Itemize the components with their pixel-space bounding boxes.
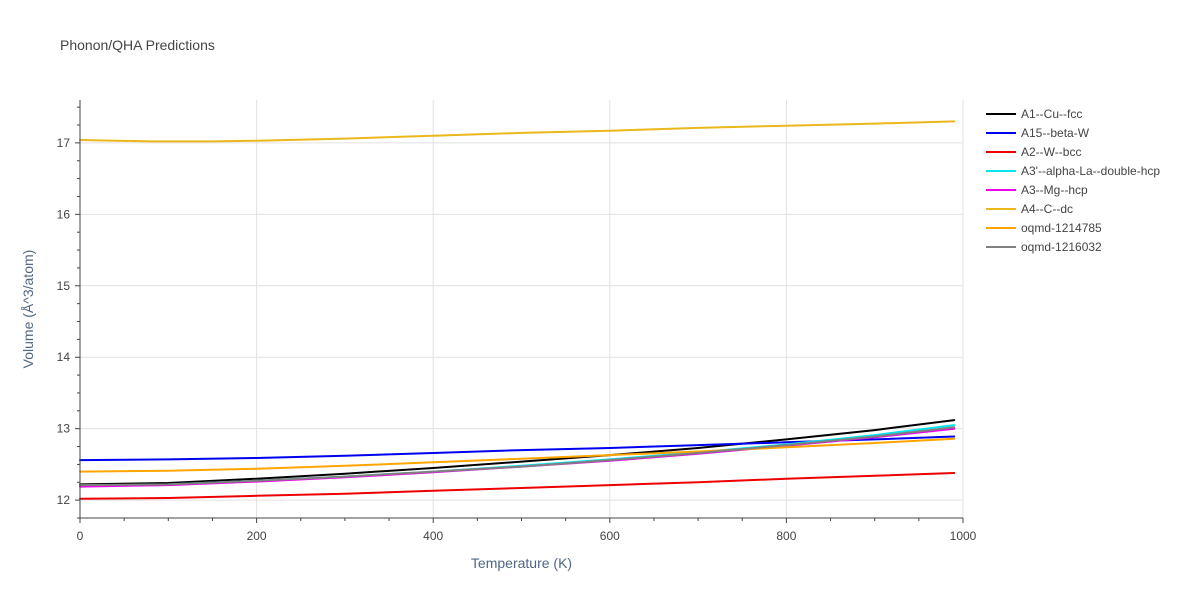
series-line-6: [79, 437, 956, 473]
legend-label: oqmd-1214785: [1021, 221, 1102, 235]
x-tick-label: 400: [423, 529, 443, 543]
series-line-5: [79, 120, 956, 143]
legend-label: A2--W--bcc: [1021, 145, 1081, 159]
legend-label: A3'--alpha-La--double-hcp: [1021, 164, 1160, 178]
series-line-0: [79, 419, 956, 486]
series-line-7: [79, 426, 956, 487]
y-tick-label: 12: [57, 493, 71, 507]
y-tick-label: 14: [57, 350, 71, 364]
legend-label: A15--beta-W: [1021, 126, 1090, 140]
y-tick-label: 17: [57, 136, 71, 150]
x-ticks: 0 200 400 600 800 1000: [77, 518, 977, 543]
x-tick-label: 600: [600, 529, 620, 543]
series-line-2: [79, 472, 956, 500]
x-tick-label: 200: [247, 529, 267, 543]
legend-label: oqmd-1216032: [1021, 240, 1102, 254]
grid: [80, 100, 964, 518]
legend-label: A1--Cu--fcc: [1021, 107, 1082, 121]
x-axis-title: Temperature (K): [471, 555, 572, 571]
legend-item[interactable]: A3--Mg--hcp: [986, 183, 1088, 197]
chart-title: Phonon/QHA Predictions: [60, 37, 215, 53]
y-tick-label: 15: [57, 279, 71, 293]
y-ticks: 12 13 14 15 16 17: [57, 106, 80, 519]
legend[interactable]: A1--Cu--fcc A15--beta-W A2--W--bcc A3'--alp…: [986, 107, 1160, 254]
y-axis-title: Volume (Å^3/atom): [20, 250, 36, 369]
x-tick-label: 1000: [950, 529, 977, 543]
x-tick-label: 0: [77, 529, 84, 543]
legend-item[interactable]: A3'--alpha-La--double-hcp: [986, 164, 1160, 178]
axes: [79, 100, 963, 519]
legend-item[interactable]: oqmd-1216032: [986, 240, 1102, 254]
legend-item[interactable]: A2--W--bcc: [986, 145, 1081, 159]
legend-item[interactable]: A15--beta-W: [986, 126, 1090, 140]
legend-item[interactable]: A4--C--dc: [986, 202, 1073, 216]
legend-item[interactable]: A1--Cu--fcc: [986, 107, 1082, 121]
legend-item[interactable]: oqmd-1214785: [986, 221, 1102, 235]
legend-label: A4--C--dc: [1021, 202, 1073, 216]
y-tick-label: 13: [57, 422, 71, 436]
x-tick-label: 800: [776, 529, 796, 543]
legend-label: A3--Mg--hcp: [1021, 183, 1088, 197]
series-layer: [79, 120, 956, 500]
y-tick-label: 16: [57, 207, 71, 221]
